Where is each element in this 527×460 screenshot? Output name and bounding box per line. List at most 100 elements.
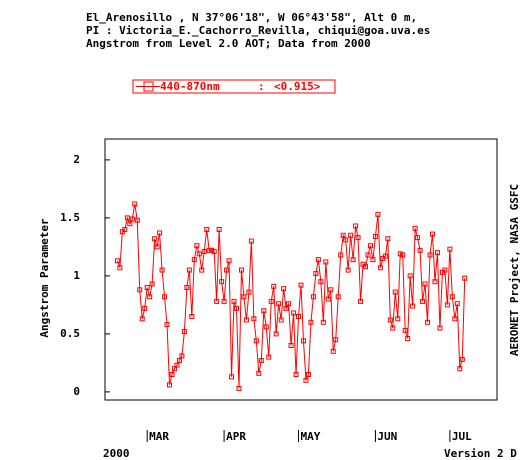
data-point [350,257,356,263]
data-point [271,283,277,289]
data-point [261,308,267,314]
data-point [303,377,309,383]
data-point [186,267,192,273]
data-point [256,370,262,376]
data-point [281,286,287,292]
data-point [144,284,150,290]
data-point [248,238,254,244]
data-point [457,366,463,372]
data-point [154,244,160,250]
data-point [159,267,165,273]
series-line [116,203,466,389]
data-point [300,338,306,344]
data-point [305,371,311,377]
data-point [454,301,460,307]
x-tick-label: MAR [149,430,169,443]
title-line: El_Arenosillo , N 37°06'18", W 06°43'58"… [86,11,417,24]
plot-frame [104,138,498,401]
data-point [266,354,272,360]
data-point [340,232,346,238]
data-point [427,252,433,258]
data-point [276,301,282,307]
data-point [176,358,182,364]
data-point [286,301,292,307]
legend-separator: : [258,80,265,93]
data-point [417,247,423,253]
x-tick-label: JUN [377,430,397,443]
data-point [367,243,373,249]
data-point [157,230,163,236]
data-point [129,216,135,222]
year-label: 2000 [103,447,130,460]
data-point [387,317,393,323]
data-point [343,237,349,243]
y-tick-label: 0 [73,385,80,398]
data-point [216,226,222,232]
data-point [449,294,455,300]
data-point [243,317,249,323]
data-point [412,225,418,231]
data-point [224,267,230,273]
data-point [226,258,232,264]
data-point [132,201,138,207]
y-tick-label: 2 [73,153,80,166]
data-point [117,265,123,271]
data-point [201,249,207,255]
data-point [246,289,252,295]
data-point [320,319,326,325]
data-point [149,281,155,287]
data-point [127,221,133,227]
data-point [231,298,237,304]
data-point [211,249,217,255]
data-point [169,371,175,377]
data-point [313,271,319,277]
data-point [323,259,329,265]
data-point [395,316,401,322]
data-point [407,273,413,279]
data-point [137,287,143,293]
right-label: AERONET Project, NASA GSFC [508,184,521,356]
data-point [333,337,339,343]
data-point [459,356,465,362]
data-point [425,319,431,325]
data-point [372,233,378,239]
data-point [420,298,426,304]
x-tick-label: APR [226,430,246,443]
y-axis-label: Angstrom Parameter [38,218,51,338]
data-point [251,316,257,322]
x-tick-label: JUL [452,430,472,443]
data-point [382,253,388,259]
data-point [355,235,361,241]
data-point [191,257,197,263]
data-point [122,226,128,232]
data-point [402,327,408,333]
data-point [199,267,205,273]
data-point [184,284,190,290]
data-point [273,331,279,337]
data-point [162,294,168,300]
y-tick-label: 1 [73,269,80,282]
legend-mean: <0.915> [274,80,321,93]
version-label: Version 2 D [444,447,517,460]
data-point [238,267,244,273]
data-point [164,322,170,328]
data-point [434,250,440,256]
data-point [167,382,173,388]
data-point [415,235,421,241]
data-point [196,251,202,257]
data-point [385,236,391,242]
data-point [189,313,195,319]
data-point [288,342,294,348]
data-point [410,303,416,309]
data-point [358,298,364,304]
y-tick-label: 1.5 [60,211,80,224]
data-point [219,279,225,285]
data-point [134,217,140,223]
data-point [181,329,187,335]
x-tick-label: MAY [301,430,321,443]
data-point [348,232,354,238]
data-point [308,319,314,325]
data-point [152,236,158,242]
data-point [241,294,247,300]
